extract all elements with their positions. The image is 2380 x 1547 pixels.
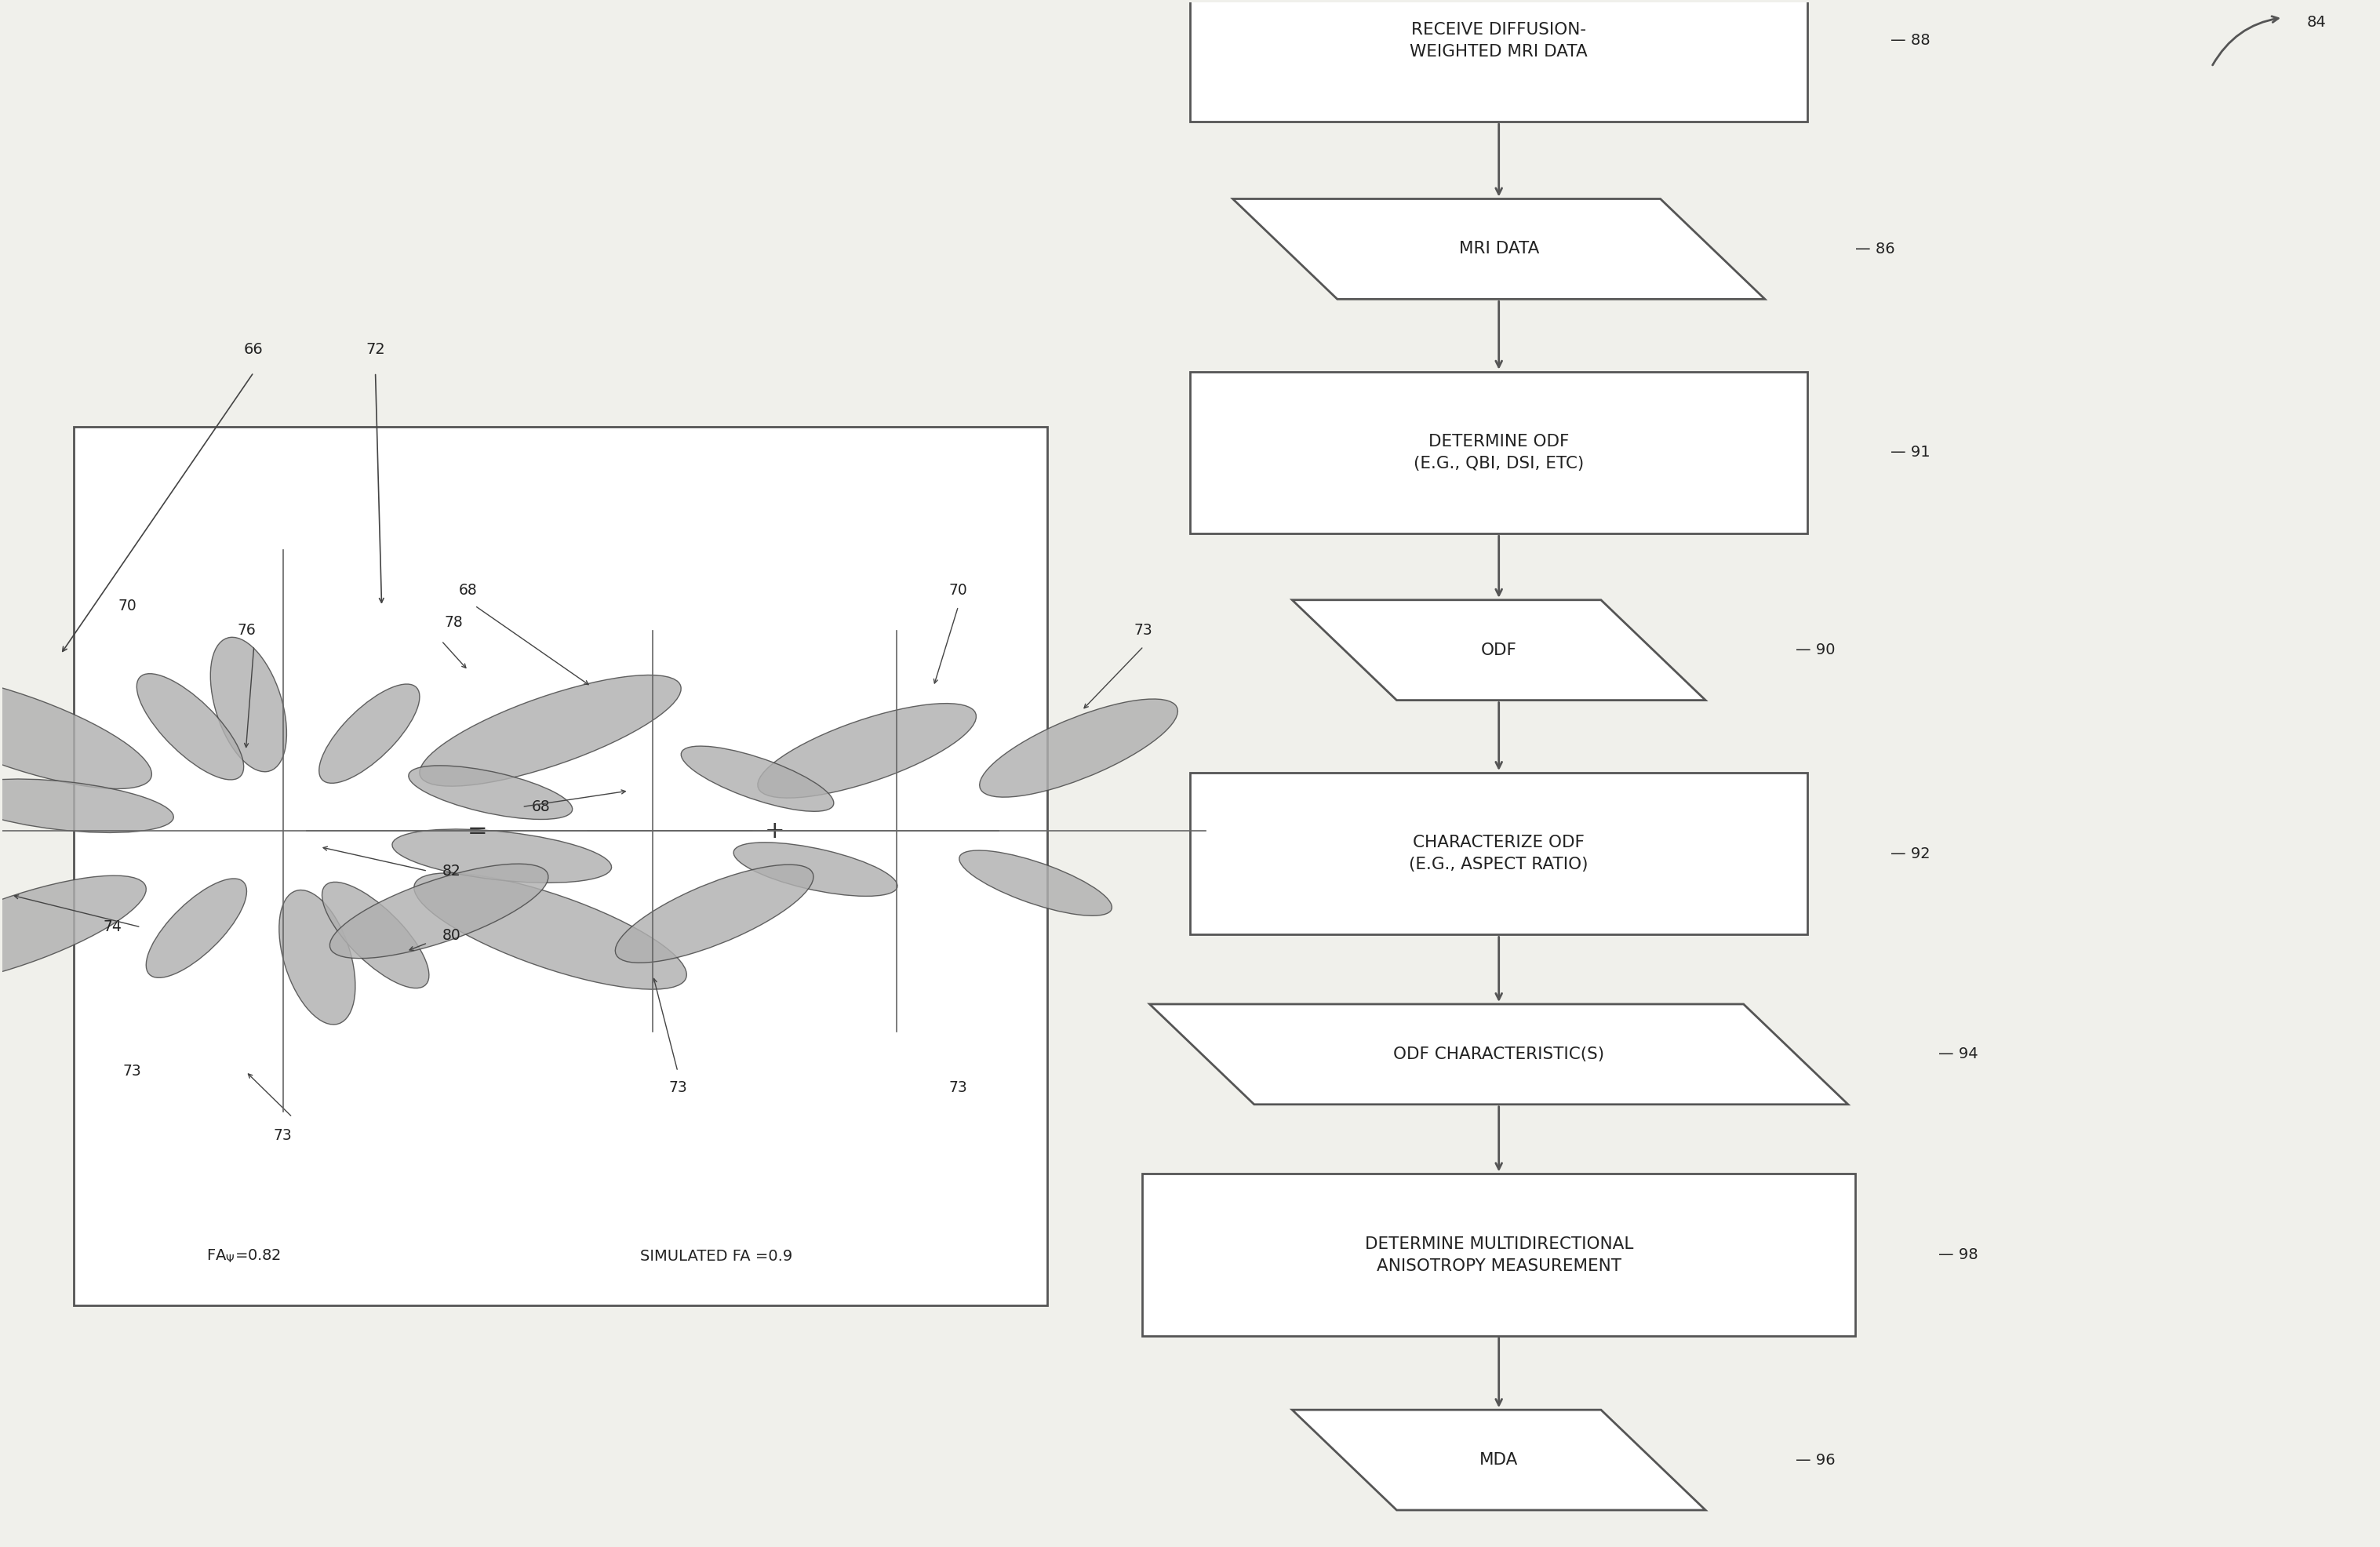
Text: RECEIVE DIFFUSION-
WEIGHTED MRI DATA: RECEIVE DIFFUSION- WEIGHTED MRI DATA [1409, 22, 1587, 60]
Text: 68: 68 [459, 583, 476, 597]
Text: MRI DATA: MRI DATA [1459, 241, 1540, 257]
Text: — 86: — 86 [1854, 241, 1894, 257]
Text: — 98: — 98 [1937, 1247, 1978, 1262]
FancyBboxPatch shape [1190, 774, 1809, 934]
Ellipse shape [0, 673, 152, 789]
Polygon shape [1150, 1004, 1847, 1105]
Ellipse shape [0, 876, 145, 987]
Ellipse shape [319, 684, 419, 783]
Text: 73: 73 [1135, 623, 1152, 637]
Ellipse shape [414, 873, 685, 990]
Text: — 88: — 88 [1890, 34, 1930, 48]
Ellipse shape [681, 746, 833, 811]
Ellipse shape [321, 882, 428, 989]
Text: +: + [764, 820, 785, 842]
Text: 76: 76 [238, 623, 257, 637]
Text: 68: 68 [531, 800, 550, 814]
Text: 74: 74 [102, 920, 121, 934]
Ellipse shape [145, 879, 248, 978]
Ellipse shape [209, 637, 286, 772]
Text: =: = [466, 820, 488, 842]
Polygon shape [1233, 200, 1766, 299]
Ellipse shape [616, 865, 814, 962]
Ellipse shape [0, 780, 174, 832]
Text: MDA: MDA [1480, 1453, 1518, 1468]
Polygon shape [1292, 1409, 1706, 1510]
Text: ODF CHARACTERISTIC(S): ODF CHARACTERISTIC(S) [1392, 1046, 1604, 1063]
Text: — 91: — 91 [1890, 446, 1930, 459]
Text: 82: 82 [443, 863, 462, 879]
Ellipse shape [733, 843, 897, 896]
FancyBboxPatch shape [1190, 0, 1809, 122]
Ellipse shape [757, 704, 976, 798]
Ellipse shape [981, 699, 1178, 797]
Ellipse shape [136, 673, 243, 780]
Text: DETERMINE MULTIDIRECTIONAL
ANISOTROPY MEASUREMENT: DETERMINE MULTIDIRECTIONAL ANISOTROPY ME… [1364, 1236, 1633, 1273]
Ellipse shape [278, 890, 355, 1024]
Text: 66: 66 [243, 342, 264, 357]
Text: — 96: — 96 [1797, 1453, 1835, 1468]
Ellipse shape [393, 829, 612, 883]
Text: — 94: — 94 [1937, 1047, 1978, 1061]
Text: — 92: — 92 [1890, 846, 1930, 862]
Text: 73: 73 [669, 1080, 688, 1095]
Text: 73: 73 [124, 1064, 140, 1078]
Text: CHARACTERIZE ODF
(E.G., ASPECT RATIO): CHARACTERIZE ODF (E.G., ASPECT RATIO) [1409, 835, 1587, 873]
Text: DETERMINE ODF
(E.G., QBI, DSI, ETC): DETERMINE ODF (E.G., QBI, DSI, ETC) [1414, 433, 1585, 472]
FancyBboxPatch shape [1190, 371, 1809, 534]
Text: 84: 84 [2306, 14, 2325, 29]
Text: — 90: — 90 [1797, 642, 1835, 657]
Text: 73: 73 [950, 1080, 969, 1095]
FancyBboxPatch shape [1142, 1174, 1854, 1335]
Text: FA$_\Psi$=0.82: FA$_\Psi$=0.82 [207, 1248, 281, 1265]
Text: 80: 80 [443, 928, 462, 942]
Text: ODF: ODF [1480, 642, 1516, 657]
FancyBboxPatch shape [74, 427, 1047, 1306]
Ellipse shape [331, 863, 547, 959]
Ellipse shape [959, 851, 1111, 916]
Text: 78: 78 [445, 614, 462, 630]
Text: 70: 70 [950, 583, 969, 597]
Polygon shape [1292, 600, 1706, 701]
Ellipse shape [419, 674, 681, 786]
Text: 72: 72 [367, 342, 386, 357]
Text: 70: 70 [117, 599, 136, 614]
Ellipse shape [409, 766, 574, 820]
Text: SIMULATED FA =0.9: SIMULATED FA =0.9 [640, 1248, 793, 1264]
Text: 73: 73 [274, 1128, 293, 1143]
